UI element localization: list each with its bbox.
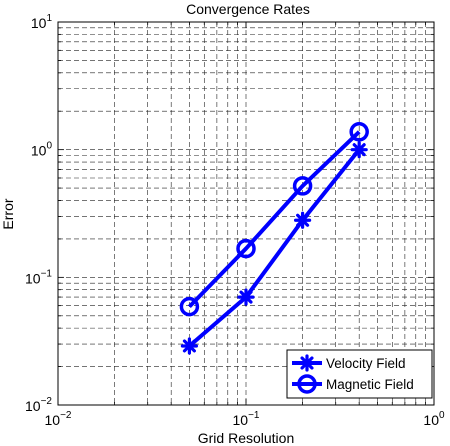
marker-stroke — [352, 143, 366, 157]
x-tick-label: 100 — [423, 410, 445, 428]
y-tick-label: 10−2 — [25, 396, 52, 414]
grid-lines — [58, 22, 434, 405]
y-tick-label: 101 — [31, 13, 53, 31]
legend-asterisk-marker — [298, 354, 316, 372]
legend-circle-marker — [297, 374, 317, 394]
legend-marker-magnetic — [297, 374, 317, 394]
data-point-velocity — [350, 141, 368, 159]
legend: Velocity Field Magnetic Field — [286, 349, 433, 399]
y-tick-label: 100 — [31, 141, 53, 159]
x-tick-label: 10−2 — [45, 410, 72, 428]
data-point-magnetic — [292, 176, 313, 196]
marker-stroke — [239, 290, 253, 304]
marker-stroke — [296, 213, 310, 227]
y-tick-label: 10−1 — [25, 268, 52, 286]
legend-marker-velocity — [298, 354, 316, 372]
data-point-magnetic — [349, 122, 369, 142]
legend-label-magnetic: Magnetic Field — [326, 377, 414, 392]
chart-title: Convergence Rates — [186, 1, 310, 17]
marker-stroke — [300, 356, 314, 370]
data-point-magnetic — [179, 296, 200, 317]
x-tick-label: 10−1 — [233, 410, 260, 428]
x-axis-label: Grid Resolution — [198, 430, 295, 446]
data-point-magnetic — [236, 238, 256, 259]
data-point-velocity — [180, 337, 199, 355]
axis-ticks: 10−2 10−1 100 10−2 10−1 100 101 — [25, 13, 445, 428]
marker-stroke — [182, 339, 196, 353]
legend-label-velocity: Velocity Field — [326, 356, 406, 371]
y-axis-label: Error — [0, 198, 16, 229]
data-point-velocity — [237, 288, 255, 306]
series-line-magnetic — [187, 130, 361, 308]
data-point-velocity — [293, 211, 312, 229]
series-line-velocity — [188, 148, 361, 348]
series-layer — [179, 122, 369, 355]
